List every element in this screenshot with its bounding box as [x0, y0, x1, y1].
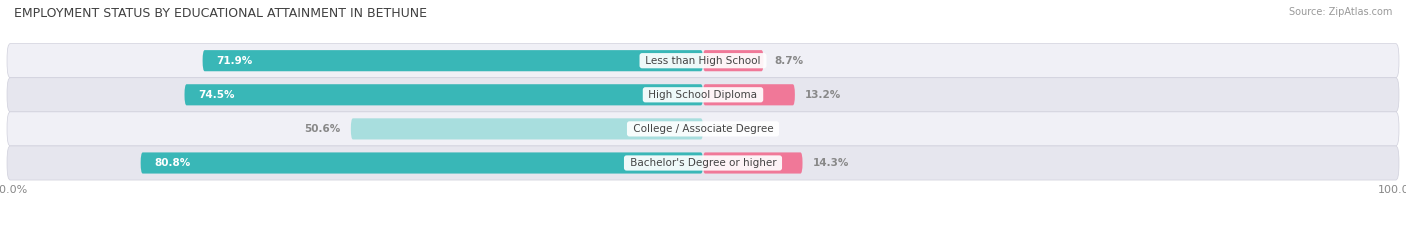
Text: Less than High School: Less than High School	[643, 56, 763, 66]
Text: 71.9%: 71.9%	[217, 56, 253, 66]
Text: High School Diploma: High School Diploma	[645, 90, 761, 100]
Text: 74.5%: 74.5%	[198, 90, 235, 100]
FancyBboxPatch shape	[352, 118, 703, 140]
FancyBboxPatch shape	[184, 84, 703, 105]
FancyBboxPatch shape	[7, 112, 1399, 146]
Text: Source: ZipAtlas.com: Source: ZipAtlas.com	[1288, 7, 1392, 17]
Text: Bachelor's Degree or higher: Bachelor's Degree or higher	[627, 158, 779, 168]
Legend: In Labor Force, Unemployed: In Labor Force, Unemployed	[602, 230, 804, 233]
FancyBboxPatch shape	[141, 152, 703, 174]
FancyBboxPatch shape	[7, 44, 1399, 78]
Text: 8.7%: 8.7%	[773, 56, 803, 66]
Text: College / Associate Degree: College / Associate Degree	[630, 124, 776, 134]
Text: 80.8%: 80.8%	[155, 158, 191, 168]
FancyBboxPatch shape	[202, 50, 703, 71]
FancyBboxPatch shape	[7, 78, 1399, 112]
FancyBboxPatch shape	[7, 146, 1399, 180]
FancyBboxPatch shape	[703, 84, 794, 105]
Text: EMPLOYMENT STATUS BY EDUCATIONAL ATTAINMENT IN BETHUNE: EMPLOYMENT STATUS BY EDUCATIONAL ATTAINM…	[14, 7, 427, 20]
FancyBboxPatch shape	[703, 50, 763, 71]
Text: 14.3%: 14.3%	[813, 158, 849, 168]
Text: 0.0%: 0.0%	[713, 124, 742, 134]
Text: 13.2%: 13.2%	[806, 90, 842, 100]
FancyBboxPatch shape	[703, 152, 803, 174]
Text: 50.6%: 50.6%	[304, 124, 340, 134]
